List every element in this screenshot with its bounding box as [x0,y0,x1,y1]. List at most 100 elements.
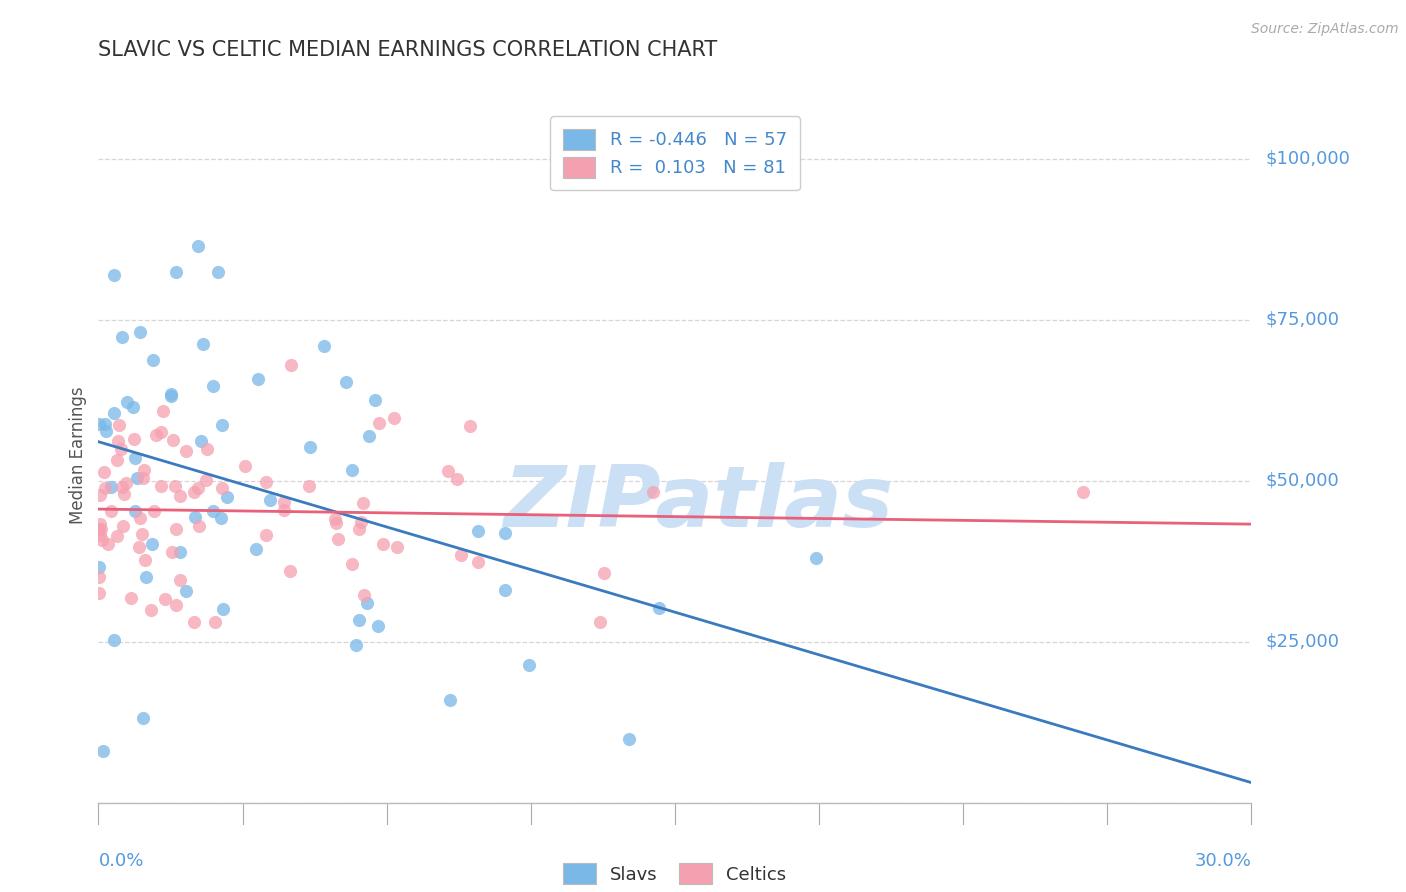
Point [190,434,212,448]
Point [128,511,150,525]
Point [160,545,183,559]
Point [131,526,153,541]
Point [89,585,111,599]
Point [114,476,136,491]
Text: 0.0%: 0.0% [98,852,143,870]
Point [152,404,174,418]
Point [124,504,146,518]
Point [94,424,117,438]
Point [112,518,135,533]
Text: $75,000: $75,000 [1265,310,1340,328]
Point [103,268,125,282]
Point [143,504,166,518]
Point [87,570,110,584]
Point [100,504,122,518]
Point [273,495,295,509]
Point [1071,485,1094,500]
Point [446,472,468,486]
Point [592,566,614,581]
Point [367,416,389,430]
Point [273,502,295,516]
Point [385,540,408,554]
Point [193,336,215,351]
Point [141,537,163,551]
Point [517,658,540,673]
Point [298,441,321,455]
Point [211,602,233,616]
Point [165,265,187,279]
Point [160,387,183,401]
Legend: Slavs, Celtics: Slavs, Celtics [555,856,794,891]
Point [641,485,664,500]
Text: ZIPatlas: ZIPatlas [503,462,893,545]
Point [259,492,281,507]
Point [89,488,111,502]
Point [94,417,117,431]
Text: 30.0%: 30.0% [1195,852,1251,870]
Point [89,516,111,531]
Point [494,526,516,541]
Point [103,632,125,647]
Point [105,453,128,467]
Point [155,591,177,606]
Point [340,463,363,477]
Point [108,417,131,432]
Point [201,504,224,518]
Text: Source: ZipAtlas.com: Source: ZipAtlas.com [1251,22,1399,37]
Point [384,410,406,425]
Point [347,613,370,627]
Point [335,375,357,389]
Point [160,389,183,403]
Point [89,559,111,574]
Point [110,442,132,456]
Point [356,596,378,610]
Point [165,522,187,536]
Point [209,510,232,524]
Point [344,638,367,652]
Point [142,353,165,368]
Point [328,532,350,546]
Point [114,487,136,501]
Point [122,401,145,415]
Point [349,515,371,529]
Point [211,417,233,432]
Point [254,527,277,541]
Point [325,516,347,531]
Point [367,619,389,633]
Point [806,551,828,566]
Point [165,599,187,613]
Point [135,570,157,584]
Point [120,591,142,605]
Point [122,432,145,446]
Point [174,444,197,458]
Point [107,434,129,448]
Point [439,693,461,707]
Point [105,529,128,543]
Point [352,496,374,510]
Point [450,548,472,562]
Point [467,524,489,538]
Point [134,553,156,567]
Point [134,462,156,476]
Point [90,533,112,547]
Point [132,711,155,725]
Point [298,479,321,493]
Text: SLAVIC VS CELTIC MEDIAN EARNINGS CORRELATION CHART: SLAVIC VS CELTIC MEDIAN EARNINGS CORRELA… [98,40,717,60]
Point [340,557,363,571]
Point [103,406,125,420]
Point [89,417,111,431]
Point [254,475,277,489]
Point [467,555,489,569]
Point [371,537,394,551]
Point [111,479,134,493]
Point [245,541,267,556]
Point [169,489,191,503]
Point [124,450,146,465]
Point [125,471,148,485]
Point [617,731,640,746]
Point [195,473,218,487]
Point [139,603,162,617]
Point [169,545,191,559]
Point [460,419,482,434]
Point [201,378,224,392]
